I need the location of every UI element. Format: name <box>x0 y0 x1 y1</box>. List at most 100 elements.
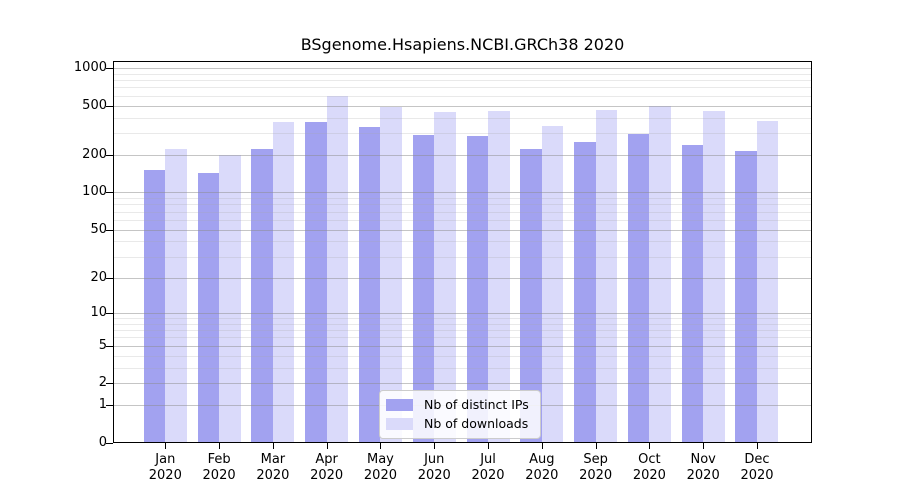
x-label-year: 2020 <box>310 468 344 483</box>
gridline-major-y-1000 <box>114 67 811 69</box>
legend-swatch-distinct-ips-icon <box>386 399 413 411</box>
x-label-month: Jan <box>155 452 176 467</box>
x-tick-label-jan: Jan 2020 <box>138 452 192 484</box>
y-tick-label-5: 5 <box>98 337 107 353</box>
legend-label-downloads: Nb of downloads <box>424 416 529 431</box>
x-label-month: Aug <box>529 452 555 467</box>
x-tick-label-dec: Dec 2020 <box>730 452 784 484</box>
x-label-year: 2020 <box>363 468 397 483</box>
bar-nov-distinct-ips <box>681 144 704 442</box>
bar-mar-downloads <box>272 121 295 442</box>
legend-item-distinct-ips: Nb of distinct IPs <box>386 398 529 412</box>
bar-jun-downloads <box>434 112 456 442</box>
x-label-month: May <box>367 452 394 467</box>
y-tick-2 <box>106 383 113 385</box>
x-label-month: Mar <box>260 452 286 467</box>
x-label-month: Jul <box>480 452 496 467</box>
bar-apr-distinct-ips <box>305 122 327 442</box>
y-tick-label-10: 10 <box>90 304 107 320</box>
x-tick-jan <box>165 443 167 449</box>
bar-sep-downloads <box>595 109 618 442</box>
chart-title: BSgenome.Hsapiens.NCBI.GRCh38 2020 <box>300 35 625 54</box>
x-label-year: 2020 <box>148 468 182 483</box>
x-tick-sep <box>595 443 597 449</box>
bar-may-downloads <box>380 106 402 442</box>
legend-swatch-downloads-icon <box>386 418 413 430</box>
legend-item-downloads: Nb of downloads <box>386 417 529 431</box>
x-tick-label-jul: Jul 2020 <box>461 452 515 484</box>
gridline-minor-y-700 <box>114 87 811 89</box>
x-tick-label-nov: Nov 2020 <box>676 452 730 484</box>
x-label-year: 2020 <box>740 468 774 483</box>
x-tick-label-jun: Jun 2020 <box>407 452 461 484</box>
y-tick-label-50: 50 <box>90 221 107 237</box>
bar-mar-distinct-ips <box>251 149 273 442</box>
x-tick-apr <box>326 443 328 449</box>
x-tick-may <box>380 443 382 449</box>
y-tick-label-2: 2 <box>98 375 107 391</box>
gridline-minor-y-900 <box>114 73 811 75</box>
bar-may-distinct-ips <box>358 127 381 442</box>
bar-jan-distinct-ips <box>143 169 166 442</box>
plot-area <box>113 61 812 443</box>
bar-sep-distinct-ips <box>574 142 596 442</box>
x-tick-label-sep: Sep 2020 <box>569 452 623 484</box>
x-label-year: 2020 <box>202 468 236 483</box>
y-tick-1 <box>106 405 113 407</box>
bar-nov-downloads <box>703 110 725 442</box>
x-label-year: 2020 <box>471 468 505 483</box>
x-tick-label-feb: Feb 2020 <box>192 452 246 484</box>
bar-aug-distinct-ips <box>520 148 542 442</box>
x-label-year: 2020 <box>256 468 290 483</box>
legend-label-distinct-ips: Nb of distinct IPs <box>424 397 529 412</box>
x-label-year: 2020 <box>632 468 666 483</box>
y-tick-label-1000: 1000 <box>73 59 107 75</box>
y-tick-100 <box>106 192 113 194</box>
x-tick-dec <box>756 443 758 449</box>
x-label-month: Jun <box>424 452 445 467</box>
x-tick-feb <box>219 443 221 449</box>
x-tick-jun <box>434 443 436 449</box>
x-tick-oct <box>649 443 651 449</box>
y-tick-label-100: 100 <box>82 184 107 200</box>
legend: Nb of distinct IPs Nb of downloads <box>379 390 541 439</box>
bar-oct-downloads <box>649 106 671 442</box>
x-label-month: Nov <box>690 452 716 467</box>
x-label-month: Dec <box>744 452 770 467</box>
y-tick-50 <box>106 229 113 231</box>
bar-oct-distinct-ips <box>627 133 650 442</box>
gridline-minor-y-800 <box>114 80 811 82</box>
x-tick-nov <box>703 443 705 449</box>
bar-apr-downloads <box>326 96 349 442</box>
bar-jun-distinct-ips <box>412 134 435 442</box>
y-tick-label-500: 500 <box>82 97 107 113</box>
y-tick-10 <box>106 312 113 314</box>
bar-feb-downloads <box>219 154 241 442</box>
x-tick-label-may: May 2020 <box>353 452 407 484</box>
x-tick-label-apr: Apr 2020 <box>300 452 354 484</box>
x-tick-label-oct: Oct 2020 <box>622 452 676 484</box>
x-label-year: 2020 <box>525 468 559 483</box>
y-tick-label-0: 0 <box>98 435 107 450</box>
y-tick-label-200: 200 <box>82 147 107 163</box>
bar-dec-downloads <box>756 121 779 442</box>
x-label-year: 2020 <box>579 468 613 483</box>
y-tick-200 <box>106 155 113 157</box>
x-tick-label-aug: Aug 2020 <box>515 452 569 484</box>
x-tick-aug <box>541 443 543 449</box>
x-label-year: 2020 <box>417 468 451 483</box>
x-label-month: Feb <box>207 452 231 467</box>
x-tick-mar <box>272 443 274 449</box>
bar-aug-downloads <box>541 125 564 442</box>
y-tick-20 <box>106 277 113 279</box>
bar-feb-distinct-ips <box>197 173 220 442</box>
y-tick-0 <box>106 443 113 444</box>
y-tick-label-20: 20 <box>90 269 107 285</box>
x-label-year: 2020 <box>686 468 720 483</box>
x-tick-jul <box>488 443 490 449</box>
x-label-month: Apr <box>315 452 338 467</box>
bar-jul-distinct-ips <box>466 135 489 442</box>
bar-jan-downloads <box>165 148 187 442</box>
bar-dec-distinct-ips <box>735 150 757 442</box>
